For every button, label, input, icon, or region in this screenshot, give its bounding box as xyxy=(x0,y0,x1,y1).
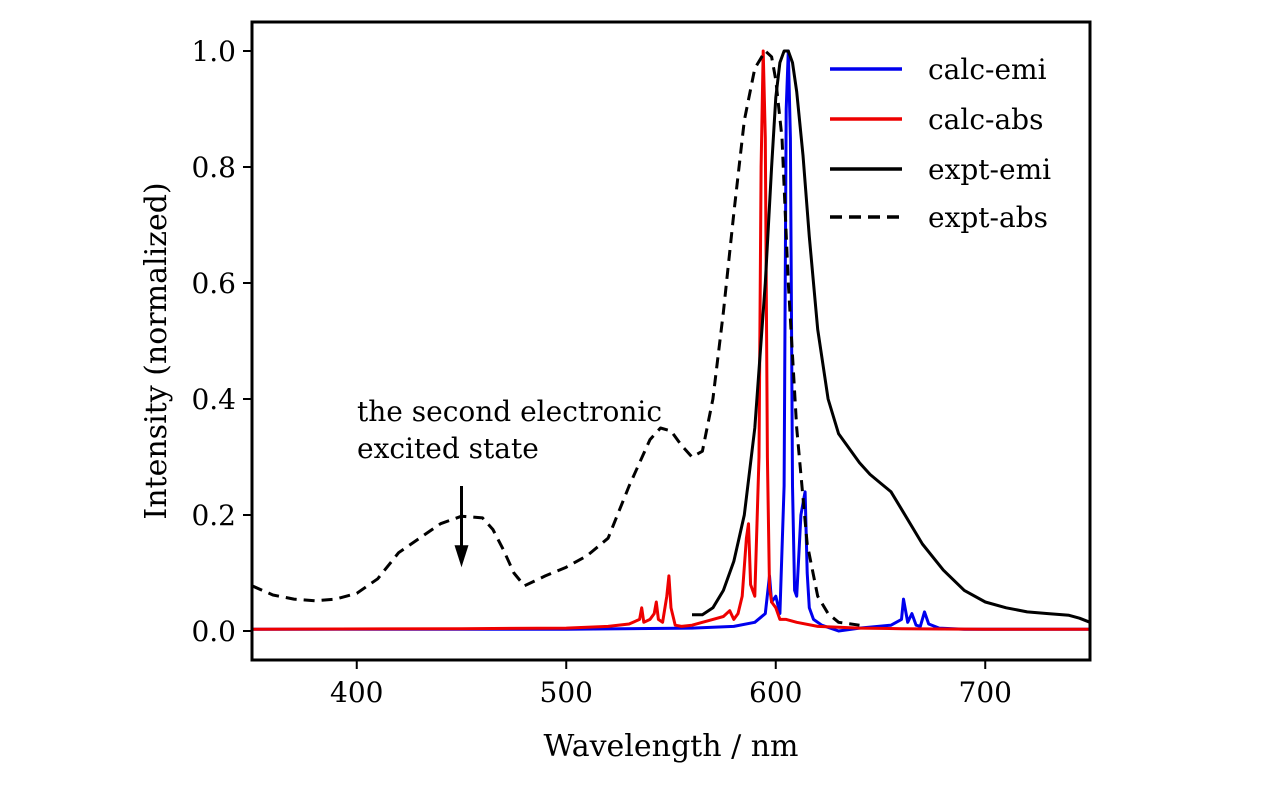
series-line-expt-abs xyxy=(251,49,860,627)
y-tick-label: 0.2 xyxy=(191,499,236,532)
series-line-calc-abs xyxy=(251,49,1090,631)
x-tick-label: 600 xyxy=(749,676,802,709)
legend-label-calc-abs: calc-abs xyxy=(928,103,1043,136)
series-line-calc-emi xyxy=(252,49,1090,633)
x-tick-label: 400 xyxy=(330,676,383,709)
annotation-arrow-head xyxy=(454,545,469,568)
y-tick-label: 0.0 xyxy=(191,615,236,648)
annotation-line-1: the second electronic xyxy=(357,395,662,428)
y-tick-label: 0.4 xyxy=(191,383,236,416)
series-line-expt-emi xyxy=(692,49,1091,624)
y-axis-title: Intensity (normalized) xyxy=(139,182,174,519)
y-tick-label: 0.8 xyxy=(191,151,236,184)
legend: calc-emi calc-abs expt-emi expt-abs xyxy=(830,53,1051,234)
legend-label-expt-emi: expt-emi xyxy=(928,153,1051,186)
curves-layer xyxy=(251,49,1091,633)
y-tick-label: 1.0 xyxy=(191,35,236,68)
x-axis-title: Wavelength / nm xyxy=(543,729,798,764)
annotation: the second electronic excited state xyxy=(357,395,662,568)
plot-frame xyxy=(250,20,1092,662)
ticks-layer: 400 500 600 700 0.0 0.2 0.4 0.6 0.8 1.0 xyxy=(191,35,1012,709)
legend-label-calc-emi: calc-emi xyxy=(928,53,1047,86)
legend-label-expt-abs: expt-abs xyxy=(928,201,1048,234)
annotation-line-2: excited state xyxy=(357,432,539,465)
x-tick-label: 500 xyxy=(540,676,593,709)
y-tick-label: 0.6 xyxy=(191,267,236,300)
x-tick-label: 700 xyxy=(959,676,1012,709)
